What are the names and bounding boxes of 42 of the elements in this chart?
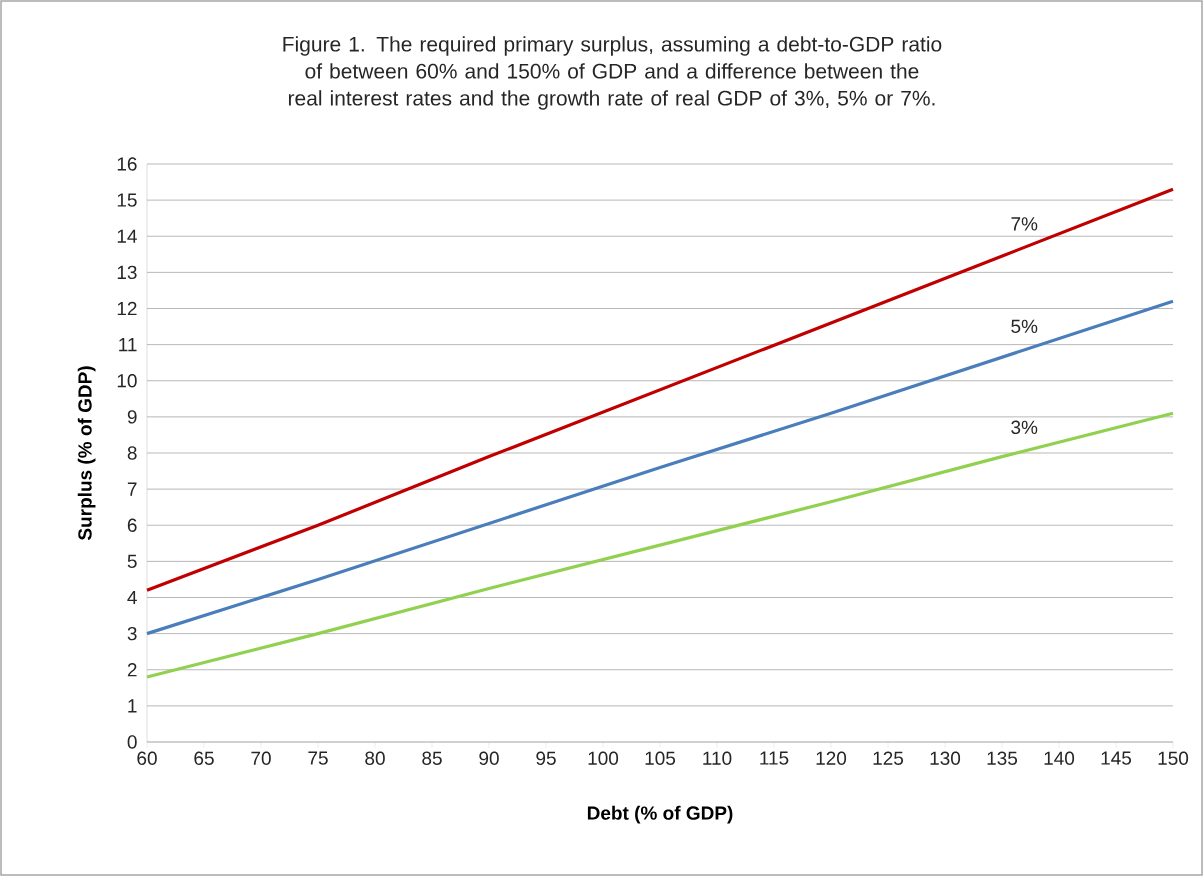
x-axis-title: Debt (% of GDP) [587, 805, 733, 824]
x-tick-label: 145 [1101, 751, 1132, 765]
y-tick-label: 8 [127, 446, 137, 460]
series-label: 5% [1011, 319, 1038, 334]
y-tick-label: 9 [127, 410, 137, 424]
y-axis-title: Surplus (% of GDP) [77, 366, 96, 541]
y-tick-label: 2 [127, 663, 137, 677]
y-tick-label: 14 [117, 229, 137, 243]
x-tick-label: 95 [536, 751, 556, 765]
x-tick-label: 120 [816, 751, 847, 765]
x-tick-label: 100 [588, 751, 619, 765]
y-tick-label: 13 [117, 265, 137, 280]
y-tick-label: 16 [117, 157, 137, 171]
x-tick-label: 90 [479, 751, 499, 765]
x-tick-label: 80 [365, 751, 385, 765]
y-tick-label: 6 [127, 518, 137, 532]
y-tick-label: 5 [127, 554, 137, 568]
y-tick-label: 3 [127, 626, 137, 641]
y-tick-label: 0 [127, 735, 137, 749]
x-tick-label: 70 [251, 751, 271, 765]
y-tick-label: 15 [117, 193, 137, 207]
y-tick-label: 12 [117, 301, 137, 316]
x-tick-label: 115 [760, 751, 789, 765]
x-tick-label: 105 [645, 751, 676, 765]
y-tick-label: 1 [128, 699, 137, 713]
y-tick-label: 10 [117, 374, 137, 388]
x-tick-label: 125 [873, 751, 904, 765]
x-tick-label: 75 [308, 751, 328, 765]
y-tick-label: 11 [119, 338, 137, 352]
x-tick-label: 110 [703, 751, 732, 765]
x-tick-label: 60 [137, 751, 157, 765]
x-tick-label: 85 [422, 751, 442, 765]
x-tick-label: 140 [1044, 751, 1075, 765]
x-tick-label: 65 [194, 751, 214, 765]
x-tick-label: 150 [1158, 751, 1189, 765]
series-label: 3% [1011, 420, 1038, 435]
series-label: 7% [1011, 217, 1038, 231]
x-tick-label: 135 [987, 751, 1018, 765]
y-tick-label: 4 [127, 590, 137, 605]
chart-title: Figure 1. The required primary surplus, assuming a debt-to-GDP ratio of between 60% and 150% of GDP and a difference between the real interest rates and the growth rate of real GDP of 3%, 5% or 7%. [283, 36, 942, 110]
y-tick-label: 7 [127, 482, 137, 496]
x-tick-label: 130 [930, 751, 961, 765]
